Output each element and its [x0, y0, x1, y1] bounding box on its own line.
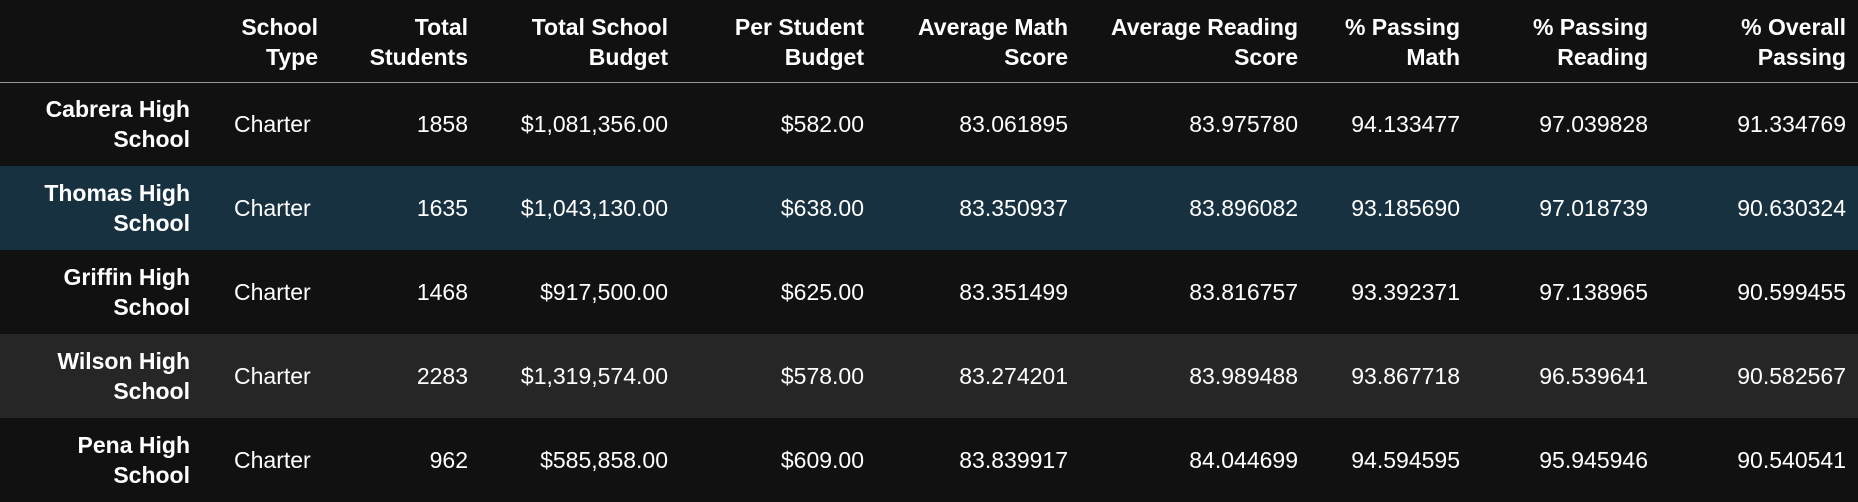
cell-percent-overall-passing: 91.334769 — [1737, 111, 1846, 138]
cell-average-reading-score: 83.975780 — [1189, 111, 1298, 138]
column-header-per-student-budget: Per Student Budget — [680, 0, 876, 83]
cell-average-reading-score: 83.896082 — [1189, 195, 1298, 221]
cell-average-math-score: 83.351499 — [959, 279, 1068, 305]
column-header-percent-passing-math: % Passing Math — [1310, 0, 1472, 83]
cell-average-reading-score: 83.816757 — [1189, 279, 1298, 305]
cell-percent-passing-math: 93.185690 — [1351, 195, 1460, 221]
cell-percent-passing-reading: 97.039828 — [1539, 111, 1648, 138]
cell-total-students: 1468 — [416, 279, 468, 305]
column-header-percent-overall-passing: % Overall Passing — [1660, 0, 1858, 83]
cell-per-student-budget: $582.00 — [780, 111, 864, 138]
cell-percent-passing-math: 93.392371 — [1351, 279, 1460, 305]
cell-total-school-budget: $585,858.00 — [540, 447, 668, 473]
column-header-percent-passing-reading: % Passing Reading — [1472, 0, 1660, 83]
column-header-total-school-budget: Total School Budget — [480, 0, 680, 83]
index-header — [0, 0, 200, 83]
cell-average-math-score: 83.350937 — [959, 195, 1068, 221]
row-index-school-name: Wilson High School — [57, 348, 190, 404]
row-index-school-name: Griffin High School — [63, 264, 190, 320]
table-row: Pena High School Charter 962 $585,858.00… — [0, 418, 1858, 502]
column-header-total-students: Total Students — [330, 0, 480, 83]
column-header-school-type: School Type — [200, 0, 330, 83]
cell-school-type: Charter — [234, 111, 311, 138]
header-row: School Type Total Students Total School … — [0, 0, 1858, 83]
cell-total-students: 962 — [429, 447, 468, 473]
cell-percent-passing-math: 93.867718 — [1351, 363, 1460, 389]
cell-total-school-budget: $1,081,356.00 — [520, 111, 668, 138]
cell-per-student-budget: $609.00 — [780, 447, 864, 473]
cell-average-reading-score: 84.044699 — [1189, 447, 1298, 473]
cell-total-school-budget: $1,319,574.00 — [520, 363, 668, 389]
cell-percent-passing-math: 94.133477 — [1351, 111, 1460, 138]
row-index-school-name: Thomas High School — [44, 180, 190, 236]
cell-average-math-score: 83.274201 — [959, 363, 1068, 389]
column-header-average-math-score: Average Math Score — [876, 0, 1080, 83]
table-header: School Type Total Students Total School … — [0, 0, 1858, 83]
cell-percent-overall-passing: 90.599455 — [1737, 279, 1846, 305]
cell-average-math-score: 83.839917 — [959, 447, 1068, 473]
column-header-average-reading-score: Average Reading Score — [1080, 0, 1310, 83]
cell-percent-passing-math: 94.594595 — [1351, 447, 1460, 473]
row-index-school-name: Cabrera High School — [45, 96, 190, 153]
table-row: Griffin High School Charter 1468 $917,50… — [0, 250, 1858, 334]
cell-percent-overall-passing: 90.630324 — [1737, 195, 1846, 221]
cell-school-type: Charter — [234, 195, 311, 221]
row-index-school-name: Pena High School — [77, 432, 190, 488]
cell-percent-passing-reading: 95.945946 — [1539, 447, 1648, 473]
table-body: Cabrera High School Charter 1858 $1,081,… — [0, 82, 1858, 502]
cell-total-students: 1635 — [416, 195, 468, 221]
cell-percent-passing-reading: 96.539641 — [1539, 363, 1648, 389]
cell-school-type: Charter — [234, 363, 311, 389]
cell-percent-overall-passing: 90.582567 — [1737, 363, 1846, 389]
cell-total-students: 1858 — [416, 111, 468, 138]
cell-total-students: 2283 — [416, 363, 468, 389]
cell-per-student-budget: $625.00 — [780, 279, 864, 305]
cell-total-school-budget: $1,043,130.00 — [520, 195, 668, 221]
cell-per-student-budget: $638.00 — [780, 195, 864, 221]
cell-total-school-budget: $917,500.00 — [540, 279, 668, 305]
table-row: Wilson High School Charter 2283 $1,319,5… — [0, 334, 1858, 418]
table-row: Thomas High School Charter 1635 $1,043,1… — [0, 166, 1858, 250]
cell-average-reading-score: 83.989488 — [1189, 363, 1298, 389]
cell-per-student-budget: $578.00 — [780, 363, 864, 389]
cell-percent-passing-reading: 97.018739 — [1539, 195, 1648, 221]
cell-percent-overall-passing: 90.540541 — [1737, 447, 1846, 473]
cell-average-math-score: 83.061895 — [959, 111, 1068, 138]
cell-percent-passing-reading: 97.138965 — [1539, 279, 1648, 305]
cell-school-type: Charter — [234, 279, 311, 305]
cell-school-type: Charter — [234, 447, 311, 473]
table-row: Cabrera High School Charter 1858 $1,081,… — [0, 82, 1858, 166]
